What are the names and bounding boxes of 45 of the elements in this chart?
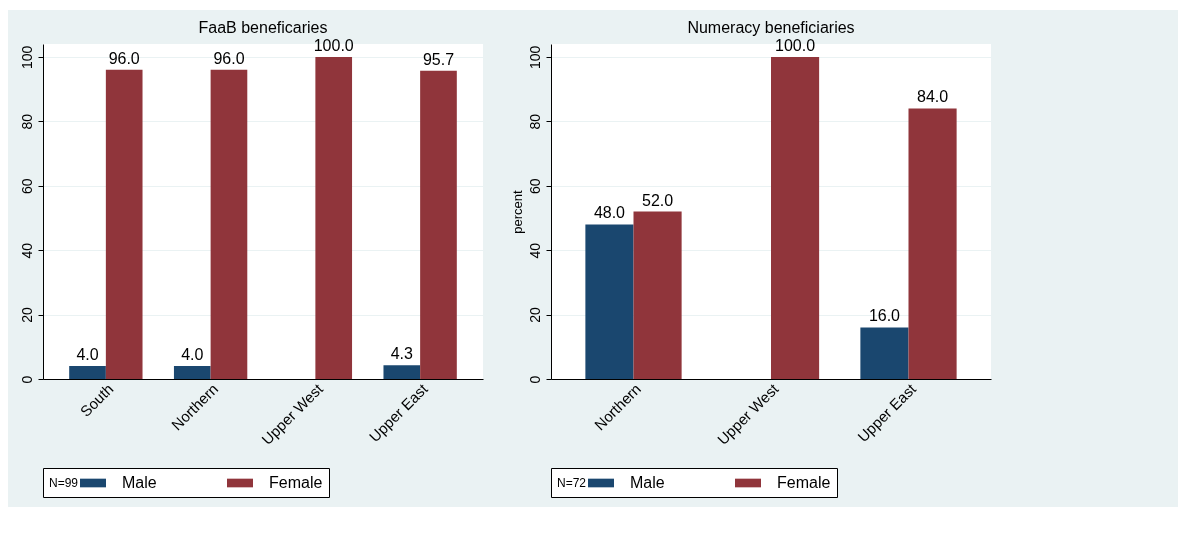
- data-label: 96.0: [213, 49, 245, 67]
- y-tick-label: 80: [526, 113, 543, 130]
- text: N=72: [557, 476, 587, 490]
- y-tick-label: 0: [18, 375, 35, 384]
- text: N=99: [49, 476, 79, 490]
- y-tick-label: 60: [526, 178, 543, 195]
- bar: [69, 366, 106, 379]
- data-label: 100.0: [775, 36, 816, 54]
- y-tick-label: 20: [526, 307, 543, 323]
- data-label: 52.0: [641, 191, 674, 209]
- data-label: 84.0: [916, 88, 949, 106]
- y-tick-label: 60: [18, 178, 35, 195]
- chart-title: FaaB beneficaries: [198, 18, 328, 36]
- data-label: 95.7: [422, 50, 455, 68]
- y-tick-label: 0: [526, 375, 543, 384]
- data-label: 4.3: [390, 345, 414, 363]
- data-label: 4.0: [181, 346, 204, 364]
- bar: [210, 69, 248, 379]
- y-tick-label: 20: [18, 307, 35, 323]
- data-label: 4.0: [76, 346, 99, 364]
- data-label: 96.0: [108, 49, 140, 67]
- legend-label: Male: [630, 474, 665, 491]
- y-tick-label: 100: [526, 45, 543, 70]
- legend-label: Female: [269, 474, 323, 491]
- data-label: 16.0: [868, 307, 901, 325]
- legend-label: Female: [777, 474, 831, 491]
- y-axis-title: percent: [509, 189, 525, 234]
- bar: [383, 365, 421, 379]
- bar: [315, 56, 353, 379]
- bar: [173, 366, 211, 379]
- bar: [105, 69, 143, 379]
- bar: [585, 224, 634, 379]
- bar: [633, 211, 682, 379]
- y-tick-label: 80: [18, 113, 35, 130]
- bar: [771, 56, 820, 379]
- bar: [860, 327, 909, 379]
- y-tick-label: 40: [18, 242, 35, 259]
- bar: [420, 70, 457, 379]
- chart-title: Numeracy beneficiaries: [687, 18, 855, 36]
- y-tick-label: 100: [18, 45, 35, 70]
- data-label: 100.0: [313, 36, 354, 54]
- data-label: 48.0: [593, 204, 626, 222]
- y-tick-label: 40: [526, 242, 543, 259]
- legend-label: Male: [122, 474, 157, 491]
- bar: [908, 108, 957, 379]
